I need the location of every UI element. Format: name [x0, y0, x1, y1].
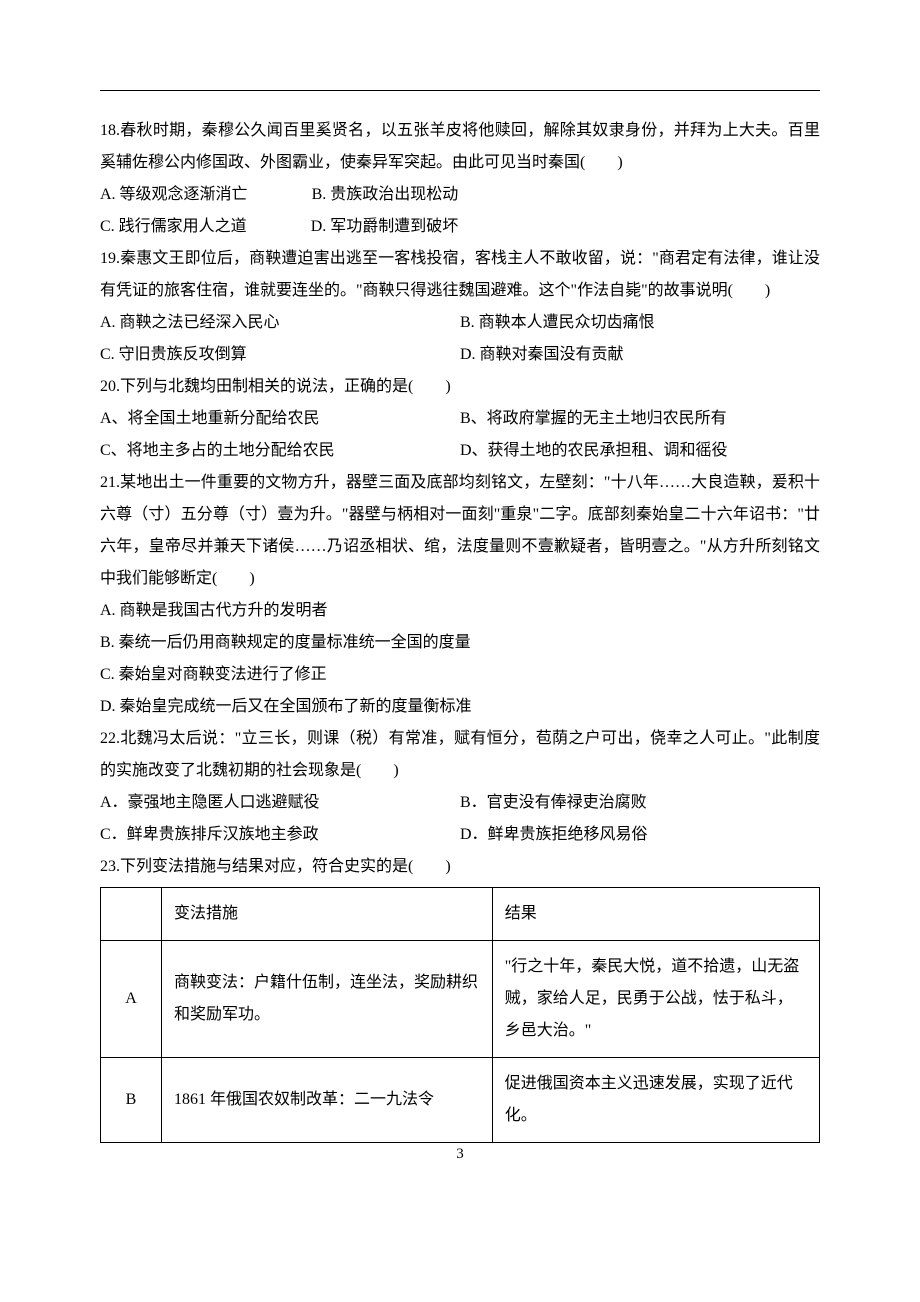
q19-options-row1: A. 商鞅之法已经深入民心 B. 商鞅本人遭民众切齿痛恨 [100, 307, 820, 339]
question-19: 19.秦惠文王即位后，商鞅遭迫害出逃至一客栈投宿，客栈主人不敢收留，说："商君定… [100, 243, 820, 371]
q23-header-blank [101, 888, 162, 941]
q21-option-d: D. 秦始皇完成统一后又在全国颁布了新的度量衡标准 [100, 691, 820, 723]
q23-row-b-result: 促进俄国资本主义迅速发展，实现了近代化。 [492, 1058, 819, 1143]
q19-option-a: A. 商鞅之法已经深入民心 [100, 307, 460, 339]
document-page: 18.春秋时期，秦穆公久闻百里奚贤名，以五张羊皮将他赎回，解除其奴隶身份，并拜为… [0, 0, 920, 1183]
question-22: 22.北魏冯太后说："立三长，则课（税）有常准，赋有恒分，苞荫之户可出，侥幸之人… [100, 723, 820, 851]
q22-option-a: A．豪强地主隐匿人口逃避赋役 [100, 787, 460, 819]
q20-options-row2: C、将地主多占的土地分配给农民 D、获得土地的农民承担租、调和徭役 [100, 435, 820, 467]
q20-option-b: B、将政府掌握的无主土地归农民所有 [460, 403, 820, 435]
q23-row-a-idx: A [101, 941, 162, 1058]
q20-option-a: A、将全国土地重新分配给农民 [100, 403, 460, 435]
q23-table: 变法措施 结果 A 商鞅变法：户籍什伍制，连坐法，奖励耕织和奖励军功。 "行之十… [100, 887, 820, 1143]
question-18: 18.春秋时期，秦穆公久闻百里奚贤名，以五张羊皮将他赎回，解除其奴隶身份，并拜为… [100, 115, 820, 243]
q23-stem: 23.下列变法措施与结果对应，符合史实的是( ) [100, 851, 820, 883]
q23-row-a-measure: 商鞅变法：户籍什伍制，连坐法，奖励耕织和奖励军功。 [162, 941, 493, 1058]
q20-option-d: D、获得土地的农民承担租、调和徭役 [460, 435, 820, 467]
q21-option-c: C. 秦始皇对商鞅变法进行了修正 [100, 659, 820, 691]
top-rule [100, 90, 820, 91]
q22-option-d: D．鲜卑贵族拒绝移风易俗 [460, 819, 820, 851]
q22-option-b: B．官吏没有俸禄吏治腐败 [460, 787, 820, 819]
q19-options-row2: C. 守旧贵族反攻倒算 D. 商鞅对秦国没有贡献 [100, 339, 820, 371]
q20-option-c: C、将地主多占的土地分配给农民 [100, 435, 460, 467]
q19-option-c: C. 守旧贵族反攻倒算 [100, 339, 460, 371]
q18-option-c: C. 践行儒家用人之道 [100, 211, 247, 243]
q23-row-a-result: "行之十年，秦民大悦，道不拾遗，山无盗贼，家给人足，民勇于公战，怯于私斗，乡邑大… [492, 941, 819, 1058]
q23-header-measure: 变法措施 [162, 888, 493, 941]
q23-row-b-measure: 1861 年俄国农奴制改革：二一九法令 [162, 1058, 493, 1143]
q18-option-b: B. 贵族政治出现松动 [312, 179, 459, 211]
q21-option-a: A. 商鞅是我国古代方升的发明者 [100, 595, 820, 627]
q18-options-row1: A. 等级观念逐渐消亡 B. 贵族政治出现松动 [100, 179, 820, 211]
q18-option-a: A. 等级观念逐渐消亡 [100, 179, 248, 211]
question-20: 20.下列与北魏均田制相关的说法，正确的是( ) A、将全国土地重新分配给农民 … [100, 371, 820, 467]
table-row: B 1861 年俄国农奴制改革：二一九法令 促进俄国资本主义迅速发展，实现了近代… [101, 1058, 820, 1143]
q23-header-result: 结果 [492, 888, 819, 941]
question-23: 23.下列变法措施与结果对应，符合史实的是( ) 变法措施 结果 A 商鞅变法：… [100, 851, 820, 1143]
page-number: 3 [0, 1146, 920, 1163]
q21-option-b: B. 秦统一后仍用商鞅规定的度量标准统一全国的度量 [100, 627, 820, 659]
q22-option-c: C．鲜卑贵族排斥汉族地主参政 [100, 819, 460, 851]
q22-options-row1: A．豪强地主隐匿人口逃避赋役 B．官吏没有俸禄吏治腐败 [100, 787, 820, 819]
q19-option-d: D. 商鞅对秦国没有贡献 [460, 339, 820, 371]
q23-header-row: 变法措施 结果 [101, 888, 820, 941]
q19-option-b: B. 商鞅本人遭民众切齿痛恨 [460, 307, 820, 339]
q20-stem: 20.下列与北魏均田制相关的说法，正确的是( ) [100, 371, 820, 403]
q23-row-b-idx: B [101, 1058, 162, 1143]
q18-option-d: D. 军功爵制遭到破坏 [311, 211, 459, 243]
q21-stem: 21.某地出土一件重要的文物方升，器壁三面及底部均刻铭文，左壁刻："十八年……大… [100, 467, 820, 595]
q18-options-row2: C. 践行儒家用人之道 D. 军功爵制遭到破坏 [100, 211, 820, 243]
question-21: 21.某地出土一件重要的文物方升，器壁三面及底部均刻铭文，左壁刻："十八年……大… [100, 467, 820, 723]
q20-options-row1: A、将全国土地重新分配给农民 B、将政府掌握的无主土地归农民所有 [100, 403, 820, 435]
q19-stem: 19.秦惠文王即位后，商鞅遭迫害出逃至一客栈投宿，客栈主人不敢收留，说："商君定… [100, 243, 820, 307]
table-row: A 商鞅变法：户籍什伍制，连坐法，奖励耕织和奖励军功。 "行之十年，秦民大悦，道… [101, 941, 820, 1058]
q22-stem: 22.北魏冯太后说："立三长，则课（税）有常准，赋有恒分，苞荫之户可出，侥幸之人… [100, 723, 820, 787]
q22-options-row2: C．鲜卑贵族排斥汉族地主参政 D．鲜卑贵族拒绝移风易俗 [100, 819, 820, 851]
q18-stem: 18.春秋时期，秦穆公久闻百里奚贤名，以五张羊皮将他赎回，解除其奴隶身份，并拜为… [100, 115, 820, 179]
